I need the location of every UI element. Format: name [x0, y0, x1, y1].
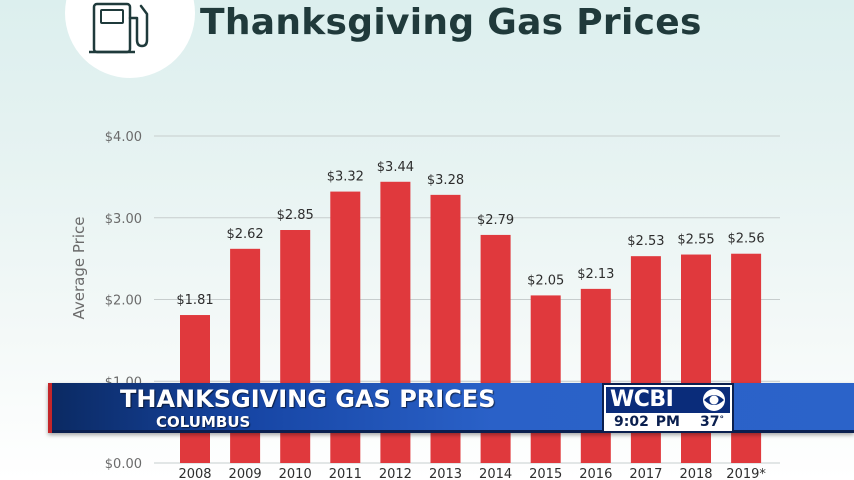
x-tick-label: 2019* — [726, 467, 766, 480]
station-logo: WCBI — [606, 387, 730, 413]
cbs-eye-icon — [703, 389, 725, 411]
y-axis-label: Average Price — [70, 217, 88, 320]
x-tick-label: 2012 — [379, 467, 412, 480]
x-tick-label: 2018 — [679, 467, 712, 480]
bar-2015 — [530, 295, 561, 463]
y-tick-label: $3.00 — [105, 212, 142, 227]
x-tick-label: 2008 — [178, 467, 211, 480]
clock-time: 9:02 PM — [614, 414, 680, 430]
y-tick-label: $2.00 — [105, 294, 142, 309]
chart-data-labels: $1.81 $2.62 $2.85 $3.32 $3.44 $3.28 $2.79 $2.05… — [176, 160, 764, 308]
data-label: $1.81 — [176, 293, 213, 308]
x-tick-label: 2014 — [479, 467, 512, 480]
x-tick-label: 2009 — [229, 467, 262, 480]
data-label: $3.32 — [327, 170, 364, 185]
station-name: WCBI — [610, 387, 674, 412]
data-label: $2.53 — [627, 234, 664, 249]
gas-pump-badge — [65, 0, 195, 78]
x-tick-label: 2016 — [579, 467, 612, 480]
data-label: $2.05 — [527, 273, 564, 288]
x-tick-label: 2017 — [629, 467, 662, 480]
data-label: $2.79 — [477, 213, 514, 228]
y-axis-tick-labels: $0.00$1.00$2.00$3.00$4.00 — [105, 130, 142, 472]
data-label: $2.55 — [677, 233, 714, 248]
data-label: $3.28 — [427, 173, 464, 188]
x-tick-label: 2013 — [429, 467, 462, 480]
data-label: $2.56 — [727, 232, 764, 247]
bar-2016 — [580, 288, 611, 463]
temperature-unit: ° — [719, 415, 724, 425]
x-tick-label: 2010 — [279, 467, 312, 480]
news-lower-third: THANKSGIVING GAS PRICES COLUMBUS WCBI 9:… — [0, 383, 854, 433]
banner-location: COLUMBUS — [156, 413, 251, 431]
x-tick-label: 2015 — [529, 467, 562, 480]
x-tick-label: 2011 — [329, 467, 362, 480]
page-title: Thanksgiving Gas Prices — [200, 2, 702, 43]
station-bug: WCBI 9:02 PM 37° — [602, 383, 734, 433]
data-label: $3.44 — [377, 160, 414, 175]
banner-headline: THANKSGIVING GAS PRICES — [120, 385, 496, 413]
gas-pump-icon — [89, 2, 149, 54]
data-label: $2.62 — [226, 227, 263, 242]
temperature-value: 37 — [700, 414, 720, 430]
data-label: $2.13 — [577, 267, 614, 282]
temperature: 37° — [700, 413, 724, 431]
data-label: $2.85 — [277, 208, 314, 223]
x-axis-tick-labels: 2008 2009 2010 2011 2012 2013 2014 2015 2016 2017… — [178, 467, 766, 480]
y-tick-label: $0.00 — [105, 457, 142, 472]
y-tick-label: $4.00 — [105, 130, 142, 145]
